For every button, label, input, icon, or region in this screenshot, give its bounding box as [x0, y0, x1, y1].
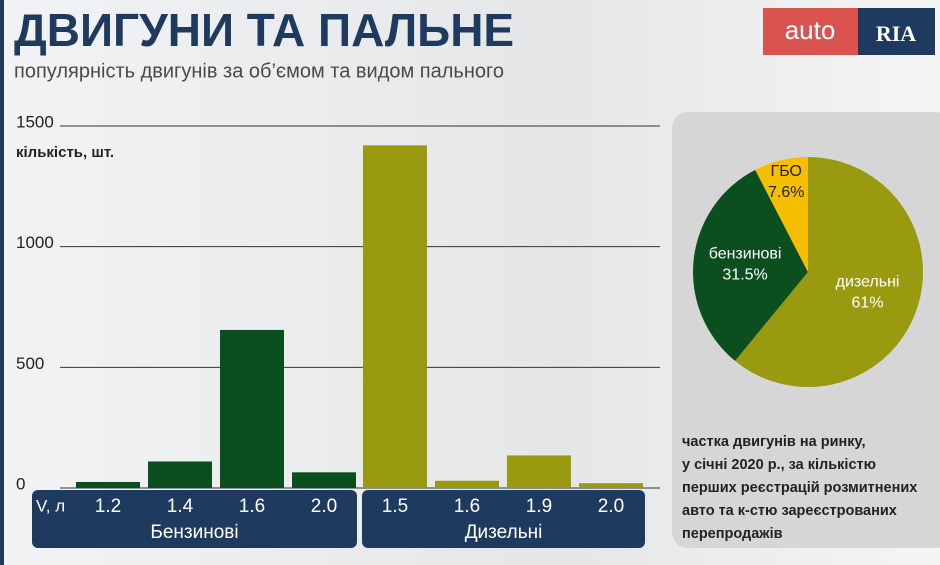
- note: перепродажів: [682, 526, 783, 542]
- y-tick-label: 0: [16, 474, 25, 493]
- subtitle: популярність двигунів за об’ємом та видо…: [14, 60, 504, 82]
- logo-auto: [763, 8, 858, 55]
- y-tick-label: 1500: [16, 112, 54, 131]
- x-tick-label: 1.2: [95, 496, 121, 517]
- logo-text: auto: [785, 15, 836, 45]
- bar: [76, 481, 140, 488]
- pie-slice: [735, 157, 923, 387]
- slice-value: 31.5%: [722, 267, 767, 284]
- group-band: [32, 490, 357, 548]
- x-tick-label: 2.0: [598, 496, 624, 517]
- x-tick-label: 1.5: [382, 496, 408, 517]
- bar: [363, 145, 427, 488]
- note: частка двигунів на ринку,: [682, 434, 866, 450]
- note: перших реєстрацій розмитнених: [682, 480, 917, 496]
- legend-label: Бензинові: [150, 522, 238, 543]
- slice-label: ГБО: [771, 163, 802, 180]
- bar: [435, 480, 499, 488]
- note: у січні 2020 р., за кількістю: [682, 457, 876, 473]
- pie-slice: [755, 157, 808, 272]
- title: ДВИГУНИ ТА ПАЛЬНЕ: [14, 4, 514, 56]
- slice-value: 7.6%: [768, 184, 804, 201]
- bar: [220, 329, 284, 488]
- logo-text: RIA: [876, 21, 916, 46]
- pie-slice: [692, 169, 808, 361]
- x-axis-label: V, л: [36, 496, 65, 515]
- slice-label: бензинові: [709, 246, 782, 263]
- note: авто та к-стю зареєстрованих: [682, 503, 897, 519]
- slice-label: дизельні: [836, 274, 900, 291]
- bar: [292, 472, 356, 488]
- x-tick-label: 1.4: [167, 496, 194, 517]
- x-tick-label: 1.6: [239, 496, 265, 517]
- x-tick-label: 2.0: [311, 496, 337, 517]
- y-tick-label: 1000: [16, 233, 54, 252]
- x-tick-label: 1.6: [454, 496, 480, 517]
- bar: [507, 455, 571, 488]
- bar: [148, 461, 212, 488]
- legend-label: Дизельні: [465, 522, 543, 543]
- x-tick-label: 1.9: [526, 496, 552, 517]
- slice-value: 61%: [852, 295, 884, 312]
- y-axis-label: кількість, шт.: [16, 144, 114, 161]
- logo-ria: [858, 8, 935, 55]
- group-band: [362, 490, 645, 548]
- edge-bar: [0, 0, 4, 565]
- bar: [579, 483, 643, 488]
- y-tick-label: 500: [16, 354, 44, 373]
